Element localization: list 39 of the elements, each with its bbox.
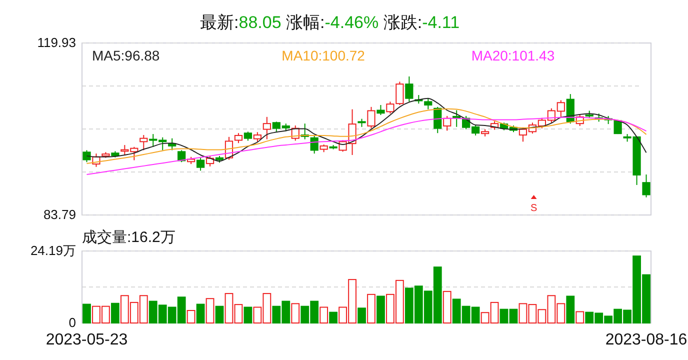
candlestick	[178, 150, 186, 163]
candlestick	[642, 174, 650, 198]
y-tick-label: 83.79	[43, 207, 76, 222]
x-tick-label: 2023-08-16	[605, 331, 688, 348]
candlestick	[244, 131, 252, 142]
annotation: S	[530, 203, 538, 214]
y-tick-label: 0	[68, 315, 76, 330]
bar	[291, 303, 300, 324]
bar	[215, 306, 224, 324]
bar	[358, 308, 366, 324]
bar	[576, 311, 584, 324]
candlestick	[140, 134, 148, 151]
bar	[186, 310, 196, 324]
bar	[367, 294, 376, 324]
bar	[206, 298, 214, 324]
y-tick-label: 24.19万	[30, 243, 76, 258]
chart-title: 最新:88.05 涨幅:-4.46% 涨跌:-4.11	[200, 13, 460, 32]
text: MA5:96.88	[92, 48, 160, 64]
candlestick	[253, 132, 262, 142]
bar	[442, 290, 452, 324]
candlestick	[376, 104, 385, 116]
bar	[196, 304, 205, 324]
x-tick-label: 2023-05-23	[46, 331, 128, 348]
bar	[320, 306, 328, 324]
candlestick	[196, 157, 205, 172]
text: MA10:100.72	[282, 48, 366, 64]
y-tick-label: 119.93	[37, 35, 76, 50]
candlestick	[367, 106, 376, 129]
candlestick	[405, 76, 414, 102]
bar	[244, 306, 252, 324]
chart-title: 成交量:16.2万	[82, 228, 176, 246]
text: MA20:101.43	[471, 48, 555, 64]
bar	[110, 302, 120, 324]
bar	[82, 304, 91, 324]
bar	[566, 296, 575, 324]
candlestick	[234, 132, 243, 144]
bar	[376, 296, 385, 324]
bar	[329, 312, 338, 324]
candlestick	[262, 116, 271, 140]
